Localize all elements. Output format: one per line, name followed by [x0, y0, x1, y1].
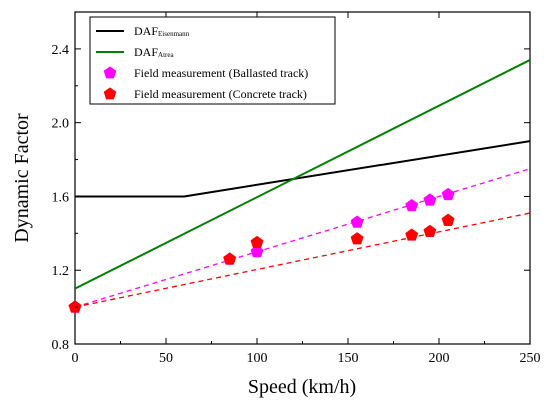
- ticks-layer: 0 50 100 150 200 250 0.8 1.2 1.6 2.0 2.4: [52, 11, 541, 366]
- data-point-2: [250, 244, 264, 258]
- plot-content: [75, 59, 530, 308]
- data-point-2: [441, 187, 455, 201]
- x-tick-label: 100: [247, 351, 268, 366]
- legend-label-3: Field measurement (Concrete track): [134, 87, 307, 101]
- data-point-3: [223, 252, 237, 265]
- legend-label-2: Field measurement (Ballasted track): [134, 66, 308, 80]
- y-tick-label: 0.8: [52, 338, 70, 353]
- x-tick-label: 50: [159, 351, 173, 366]
- data-point-3: [423, 224, 437, 237]
- data-point-3: [350, 232, 364, 245]
- data-point-3: [441, 213, 455, 226]
- data-point-3: [68, 300, 82, 313]
- legend: DAFEisenmann DAFAtrea Field measurement (B…: [89, 16, 336, 105]
- series-line-0: [75, 140, 530, 198]
- y-tick-label: 1.6: [52, 190, 70, 205]
- legend-box: [89, 16, 336, 105]
- y-tick-label: 1.2: [52, 264, 70, 279]
- data-point-2: [405, 198, 419, 212]
- legend-swatch-2: [103, 66, 117, 79]
- series-layer: [68, 59, 530, 313]
- data-point-2: [350, 215, 364, 228]
- x-tick-label: 0: [72, 351, 79, 366]
- y-axis-title: Dynamic Factor: [11, 113, 33, 243]
- x-tick-label: 150: [338, 351, 359, 366]
- series-line-1: [75, 59, 530, 290]
- trend-line-3: [75, 212, 530, 308]
- x-tick-label: 200: [429, 351, 450, 366]
- legend-label-0: DAFEisenmann: [134, 24, 190, 38]
- legend-swatch-3: [103, 87, 117, 100]
- x-axis-title: Speed (km/h): [248, 376, 356, 398]
- data-point-3: [405, 228, 419, 241]
- trend-line-2: [75, 168, 530, 308]
- data-point-3: [250, 235, 264, 249]
- legend-label-1: DAFAtrea: [134, 45, 174, 59]
- x-tick-label: 250: [520, 351, 541, 366]
- y-tick-label: 2.0: [52, 117, 70, 132]
- data-point-2: [423, 193, 437, 206]
- y-tick-label: 2.4: [52, 43, 70, 58]
